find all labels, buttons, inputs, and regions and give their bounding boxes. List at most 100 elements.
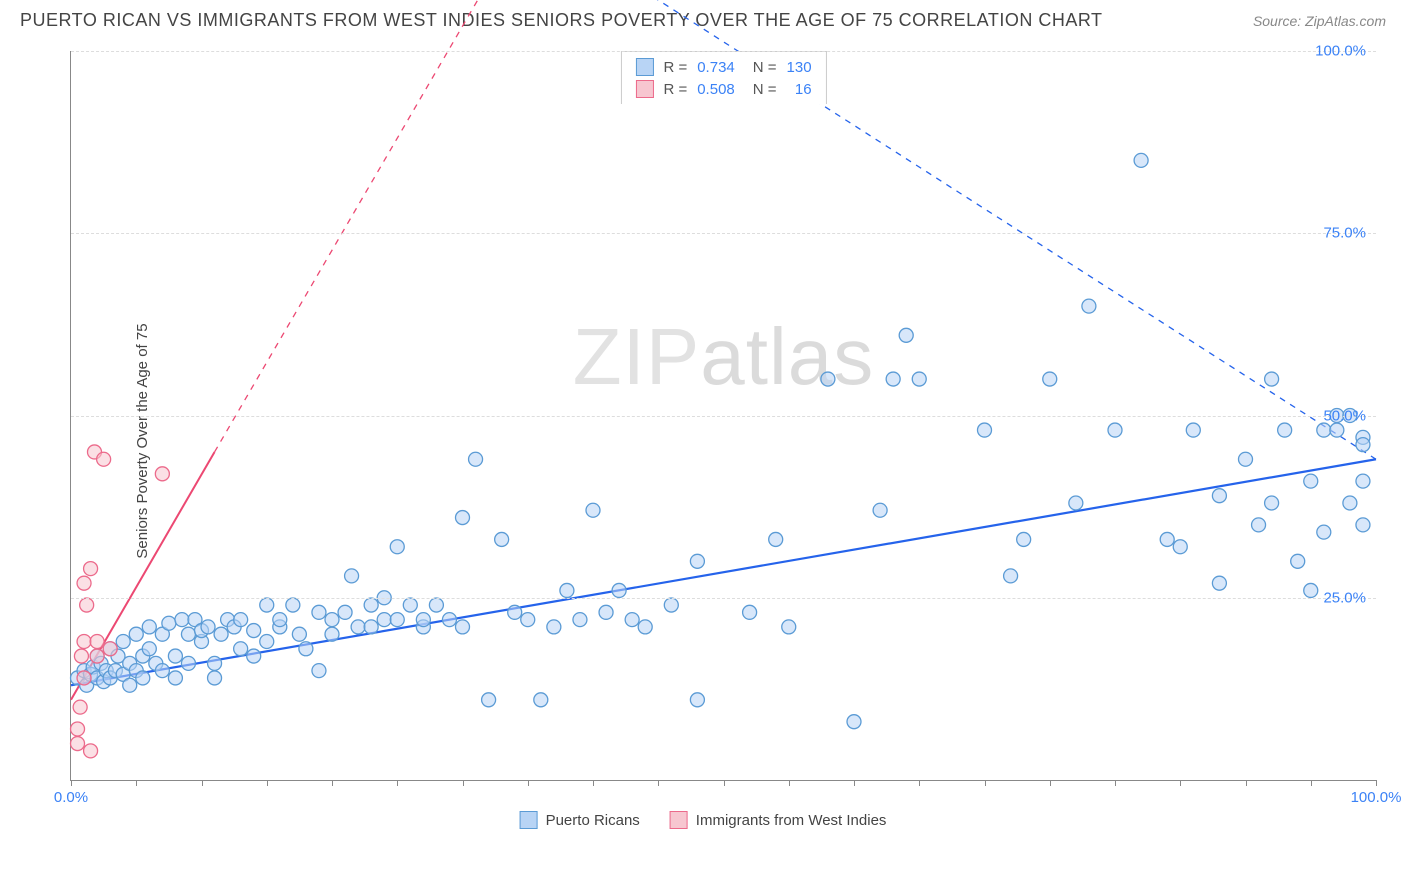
x-tick bbox=[1376, 780, 1377, 786]
data-point bbox=[978, 423, 992, 437]
data-point bbox=[390, 540, 404, 554]
data-point bbox=[208, 656, 222, 670]
x-tick bbox=[528, 780, 529, 786]
data-point bbox=[162, 616, 176, 630]
data-point bbox=[456, 620, 470, 634]
data-point bbox=[429, 598, 443, 612]
data-point bbox=[345, 569, 359, 583]
data-point bbox=[77, 634, 91, 648]
data-point bbox=[1212, 489, 1226, 503]
legend-label: Puerto Ricans bbox=[546, 812, 640, 829]
data-point bbox=[299, 642, 313, 656]
x-tick bbox=[1246, 780, 1247, 786]
data-point bbox=[521, 613, 535, 627]
data-point bbox=[573, 613, 587, 627]
x-tick bbox=[658, 780, 659, 786]
data-point bbox=[1291, 554, 1305, 568]
data-point bbox=[912, 372, 926, 386]
data-point bbox=[168, 671, 182, 685]
data-point bbox=[286, 598, 300, 612]
legend-item: Puerto Ricans bbox=[520, 811, 640, 829]
x-tick bbox=[1311, 780, 1312, 786]
data-point bbox=[325, 627, 339, 641]
y-tick-label: 75.0% bbox=[1323, 225, 1366, 242]
data-point bbox=[442, 613, 456, 627]
data-point bbox=[97, 452, 111, 466]
data-point bbox=[456, 511, 470, 525]
stats-r-value: 0.508 bbox=[697, 81, 735, 98]
data-point bbox=[74, 649, 88, 663]
data-point bbox=[123, 678, 137, 692]
stats-row: R =0.508N = 16 bbox=[635, 78, 811, 100]
data-point bbox=[1330, 423, 1344, 437]
chart-container: Seniors Poverty Over the Age of 75 ZIPat… bbox=[20, 41, 1386, 841]
x-tick-label: 0.0% bbox=[54, 789, 88, 806]
gridline-h bbox=[71, 233, 1376, 234]
data-point bbox=[338, 605, 352, 619]
x-tick bbox=[202, 780, 203, 786]
data-point bbox=[390, 613, 404, 627]
data-point bbox=[214, 627, 228, 641]
data-point bbox=[1186, 423, 1200, 437]
data-point bbox=[534, 693, 548, 707]
data-point bbox=[77, 671, 91, 685]
data-point bbox=[142, 642, 156, 656]
data-point bbox=[690, 693, 704, 707]
data-point bbox=[71, 737, 85, 751]
data-point bbox=[690, 554, 704, 568]
data-point bbox=[899, 328, 913, 342]
data-point bbox=[1082, 299, 1096, 313]
x-tick bbox=[919, 780, 920, 786]
data-point bbox=[142, 620, 156, 634]
data-point bbox=[175, 613, 189, 627]
plot-area: ZIPatlas R =0.734N =130R =0.508N = 16 25… bbox=[70, 51, 1376, 781]
data-point bbox=[247, 649, 261, 663]
data-point bbox=[77, 576, 91, 590]
data-point bbox=[90, 649, 104, 663]
gridline-h bbox=[71, 598, 1376, 599]
x-tick bbox=[267, 780, 268, 786]
data-point bbox=[1317, 423, 1331, 437]
x-tick bbox=[397, 780, 398, 786]
data-point bbox=[1108, 423, 1122, 437]
data-point bbox=[599, 605, 613, 619]
data-point bbox=[1252, 518, 1266, 532]
data-point bbox=[560, 583, 574, 597]
stats-n-label: N = bbox=[753, 59, 777, 76]
x-tick bbox=[854, 780, 855, 786]
data-point bbox=[201, 620, 215, 634]
data-point bbox=[364, 598, 378, 612]
data-point bbox=[73, 700, 87, 714]
data-point bbox=[743, 605, 757, 619]
legend-swatch bbox=[670, 811, 688, 829]
stats-box: R =0.734N =130R =0.508N = 16 bbox=[620, 51, 826, 104]
legend-swatch bbox=[520, 811, 538, 829]
gridline-h bbox=[71, 51, 1376, 52]
data-point bbox=[495, 532, 509, 546]
data-point bbox=[181, 656, 195, 670]
x-tick bbox=[463, 780, 464, 786]
data-point bbox=[1304, 474, 1318, 488]
data-point bbox=[1356, 518, 1370, 532]
data-point bbox=[312, 605, 326, 619]
data-point bbox=[84, 562, 98, 576]
data-point bbox=[1356, 474, 1370, 488]
y-tick-label: 25.0% bbox=[1323, 589, 1366, 606]
x-tick bbox=[985, 780, 986, 786]
data-point bbox=[547, 620, 561, 634]
data-point bbox=[1069, 496, 1083, 510]
gridline-h bbox=[71, 416, 1376, 417]
stats-n-label: N = bbox=[753, 81, 777, 98]
data-point bbox=[847, 715, 861, 729]
data-point bbox=[292, 627, 306, 641]
data-point bbox=[84, 744, 98, 758]
data-point bbox=[1265, 496, 1279, 510]
x-tick bbox=[1115, 780, 1116, 786]
data-point bbox=[364, 620, 378, 634]
stats-r-label: R = bbox=[663, 59, 687, 76]
x-tick bbox=[1180, 780, 1181, 786]
data-point bbox=[612, 583, 626, 597]
data-point bbox=[508, 605, 522, 619]
legend-item: Immigrants from West Indies bbox=[670, 811, 887, 829]
data-point bbox=[234, 642, 248, 656]
